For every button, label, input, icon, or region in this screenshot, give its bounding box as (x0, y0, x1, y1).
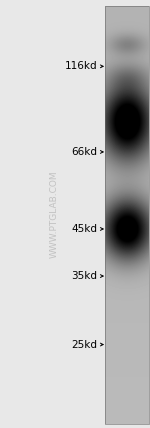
Text: 66kd: 66kd (72, 147, 98, 157)
Text: 25kd: 25kd (72, 339, 98, 350)
Text: 35kd: 35kd (72, 271, 98, 281)
Text: 116kd: 116kd (65, 61, 98, 71)
Bar (105, 6, 148, 424)
Text: WWW.PTGLAB.COM: WWW.PTGLAB.COM (50, 170, 58, 258)
Text: 45kd: 45kd (72, 224, 98, 234)
